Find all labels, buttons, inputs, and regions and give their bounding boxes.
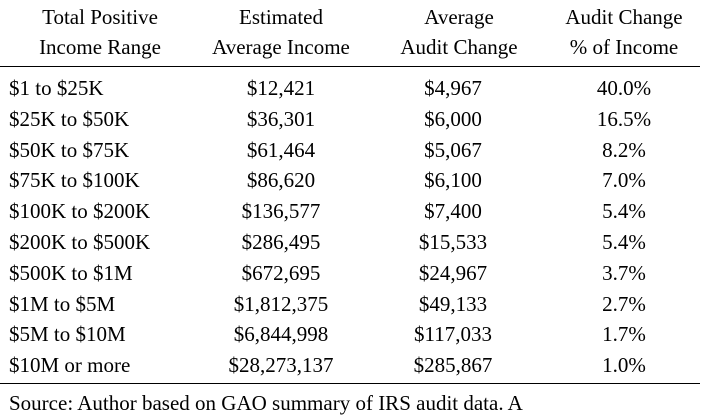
audit-change-percent-cell: 5.4% (602, 229, 646, 254)
audit-change-percent-cell: 3.7% (602, 260, 646, 285)
income-range-cell: $100K to $200K (9, 199, 151, 224)
average-income-cell: $1,812,375 (233, 291, 329, 316)
audit-change-cell: $4,967 (424, 76, 482, 100)
table-row: $50K to $75K $61,464 $5,067 8.2% (0, 135, 704, 166)
audit-change-percent-cell: 7.0% (602, 168, 646, 193)
audit-change-cell: $117,033 (414, 322, 492, 347)
income-range-cell: $200K to $500K (9, 229, 151, 254)
header-line: % of Income (569, 35, 679, 59)
average-income-cell: $286,495 (241, 229, 321, 254)
table-bottom-rule (0, 383, 700, 384)
header-line: Audit Change (565, 5, 683, 29)
average-income-cell: $672,695 (241, 260, 321, 285)
audit-change-percent-cell: 1.7% (602, 322, 646, 347)
audit-change-percent-cell: 5.4% (602, 199, 646, 224)
header-line: Average Income (212, 35, 350, 59)
average-income-cell: $12,421 (246, 76, 316, 100)
table-row: $100K to $200K $136,577 $7,400 5.4% (0, 196, 704, 227)
average-income-cell: $136,577 (241, 199, 321, 224)
audit-change-cell: $5,067 (424, 137, 482, 162)
table-row: $200K to $500K $286,495 $15,533 5.4% (0, 227, 704, 258)
audit-change-cell: $6,000 (424, 106, 482, 131)
audit-change-percent-cell: 8.2% (602, 137, 646, 162)
header-audit-change-percent: Audit Change % of Income (544, 2, 704, 62)
audit-change-percent-cell: 40.0% (596, 76, 652, 100)
average-income-cell: $36,301 (246, 106, 316, 131)
header-divider (0, 66, 700, 67)
table-row: $25K to $50K $36,301 $6,000 16.5% (0, 104, 704, 135)
income-range-cell: $50K to $75K (9, 137, 130, 162)
table-body: $1 to $25K $12,421 $4,967 40.0% $25K to … (0, 73, 704, 381)
average-income-cell: $28,273,137 (228, 353, 334, 378)
audit-change-cell: $24,967 (418, 260, 488, 285)
table-row: $10M or more $28,273,137 $285,867 1.0% (0, 350, 704, 381)
table-row: $75K to $100K $86,620 $6,100 7.0% (0, 165, 704, 196)
header-income-range: Total Positive Income Range (0, 2, 200, 62)
income-range-cell: $5M to $10M (9, 322, 126, 347)
audit-change-cell: $49,133 (418, 291, 488, 316)
income-range-cell: $75K to $100K (9, 168, 140, 193)
audit-change-cell: $285,867 (413, 353, 493, 378)
header-average-audit-change: Average Audit Change (378, 2, 540, 62)
header-line: Income Range (39, 35, 161, 59)
header-line: Total Positive (42, 5, 158, 29)
average-income-cell: $86,620 (246, 168, 316, 193)
income-range-cell: $1M to $5M (9, 291, 116, 316)
table-row: $1M to $5M $1,812,375 $49,133 2.7% (0, 289, 704, 320)
header-average-income: Estimated Average Income (198, 2, 364, 62)
table-row: $500K to $1M $672,695 $24,967 3.7% (0, 258, 704, 289)
audit-change-cell: $6,100 (424, 168, 482, 193)
income-range-cell: $500K to $1M (9, 260, 133, 285)
audit-change-percent-cell: 1.0% (602, 353, 646, 378)
source-footnote: Source: Author based on GAO summary of I… (9, 391, 523, 415)
audit-change-percent-cell: 16.5% (596, 106, 652, 131)
audit-change-percent-cell: 2.7% (602, 291, 646, 316)
header-line: Estimated (239, 5, 323, 29)
audit-change-cell: $7,400 (424, 199, 482, 224)
average-income-cell: $6,844,998 (233, 322, 329, 347)
average-income-cell: $61,464 (246, 137, 316, 162)
header-line: Average (424, 5, 494, 29)
income-range-cell: $1 to $25K (9, 76, 104, 100)
table-row: $1 to $25K $12,421 $4,967 40.0% (0, 73, 704, 104)
income-range-cell: $10M or more (9, 353, 131, 378)
income-range-cell: $25K to $50K (9, 106, 130, 131)
table-row: $5M to $10M $6,844,998 $117,033 1.7% (0, 319, 704, 350)
audit-change-cell: $15,533 (418, 229, 488, 254)
header-line: Audit Change (400, 35, 518, 59)
